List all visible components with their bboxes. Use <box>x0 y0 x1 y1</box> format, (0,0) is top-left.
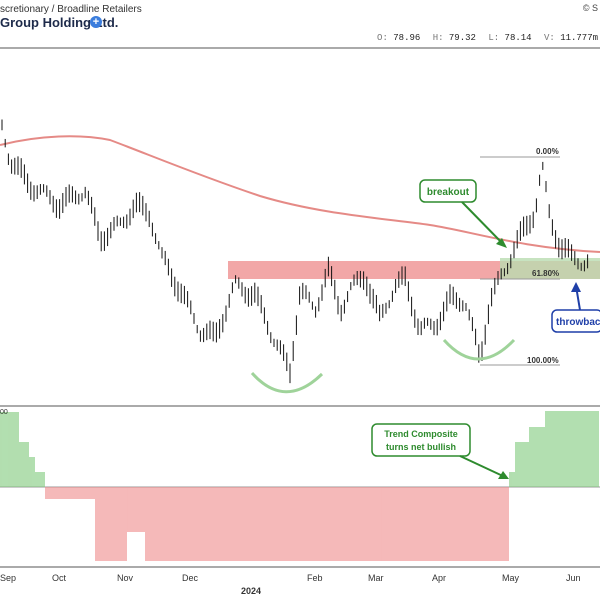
fib-100-label: 100.00% <box>527 356 559 365</box>
bottom-arc-right <box>442 338 516 361</box>
x-tick-mar: Mar <box>368 573 384 583</box>
ohlc-readout: O: 78.96 H: 79.32 L: 78.14 V: 11.777m <box>370 33 598 43</box>
x-tick-jun: Jun <box>566 573 581 583</box>
x-year-label: 2024 <box>241 586 261 596</box>
throwback-arrowhead <box>571 282 581 292</box>
price-bars <box>1 119 589 384</box>
low-value: 78.14 <box>504 33 532 43</box>
x-tick-dec: Dec <box>182 573 199 583</box>
trend-composite-line2: turns net bullish <box>386 442 456 452</box>
trend-arrowhead <box>498 471 509 479</box>
open-label: O: <box>377 33 388 43</box>
x-tick-feb: Feb <box>307 573 323 583</box>
indicator-bars <box>0 411 599 561</box>
add-symbol-icon[interactable]: + <box>90 16 102 28</box>
volume-label: V: <box>543 33 555 43</box>
throwback-callout <box>551 309 600 333</box>
trend-arrow <box>459 455 506 478</box>
x-tick-may: May <box>502 573 520 583</box>
x-tick-sep: Sep <box>0 573 16 583</box>
high-value: 79.32 <box>448 33 476 43</box>
breakout-arrow <box>461 201 506 247</box>
low-label: L: <box>488 33 500 43</box>
fib-0-label: 0.00% <box>536 147 559 156</box>
x-tick-apr: Apr <box>432 573 446 583</box>
copyright-label: © S <box>582 3 598 13</box>
throwback-label: throwbac <box>556 317 600 328</box>
trend-composite-line1: Trend Composite <box>384 429 458 439</box>
breakout-callout <box>419 179 477 203</box>
breakout-arrowhead <box>496 238 507 248</box>
breakout-label: breakout <box>427 187 470 198</box>
x-axis: Sep Oct Nov Dec Feb Mar Apr May Jun 2024 <box>0 573 581 596</box>
high-label: H: <box>432 33 444 43</box>
bottom-arc-left <box>250 372 324 394</box>
moving-average-line <box>0 135 600 253</box>
x-tick-nov: Nov <box>117 573 134 583</box>
x-tick-oct: Oct <box>52 573 67 583</box>
company-title: Group Holding Ltd. <box>0 15 119 30</box>
fib-618-label: 61.80% <box>532 269 559 278</box>
open-value: 78.96 <box>393 33 421 43</box>
sector-label: scretionary / Broadline Retailers <box>0 4 142 15</box>
trend-composite-callout <box>371 423 471 457</box>
volume-value: 11.777m <box>560 33 598 43</box>
indicator-axis-label: 00 <box>0 409 8 416</box>
chart-header: scretionary / Broadline Retailers Group … <box>0 0 600 48</box>
